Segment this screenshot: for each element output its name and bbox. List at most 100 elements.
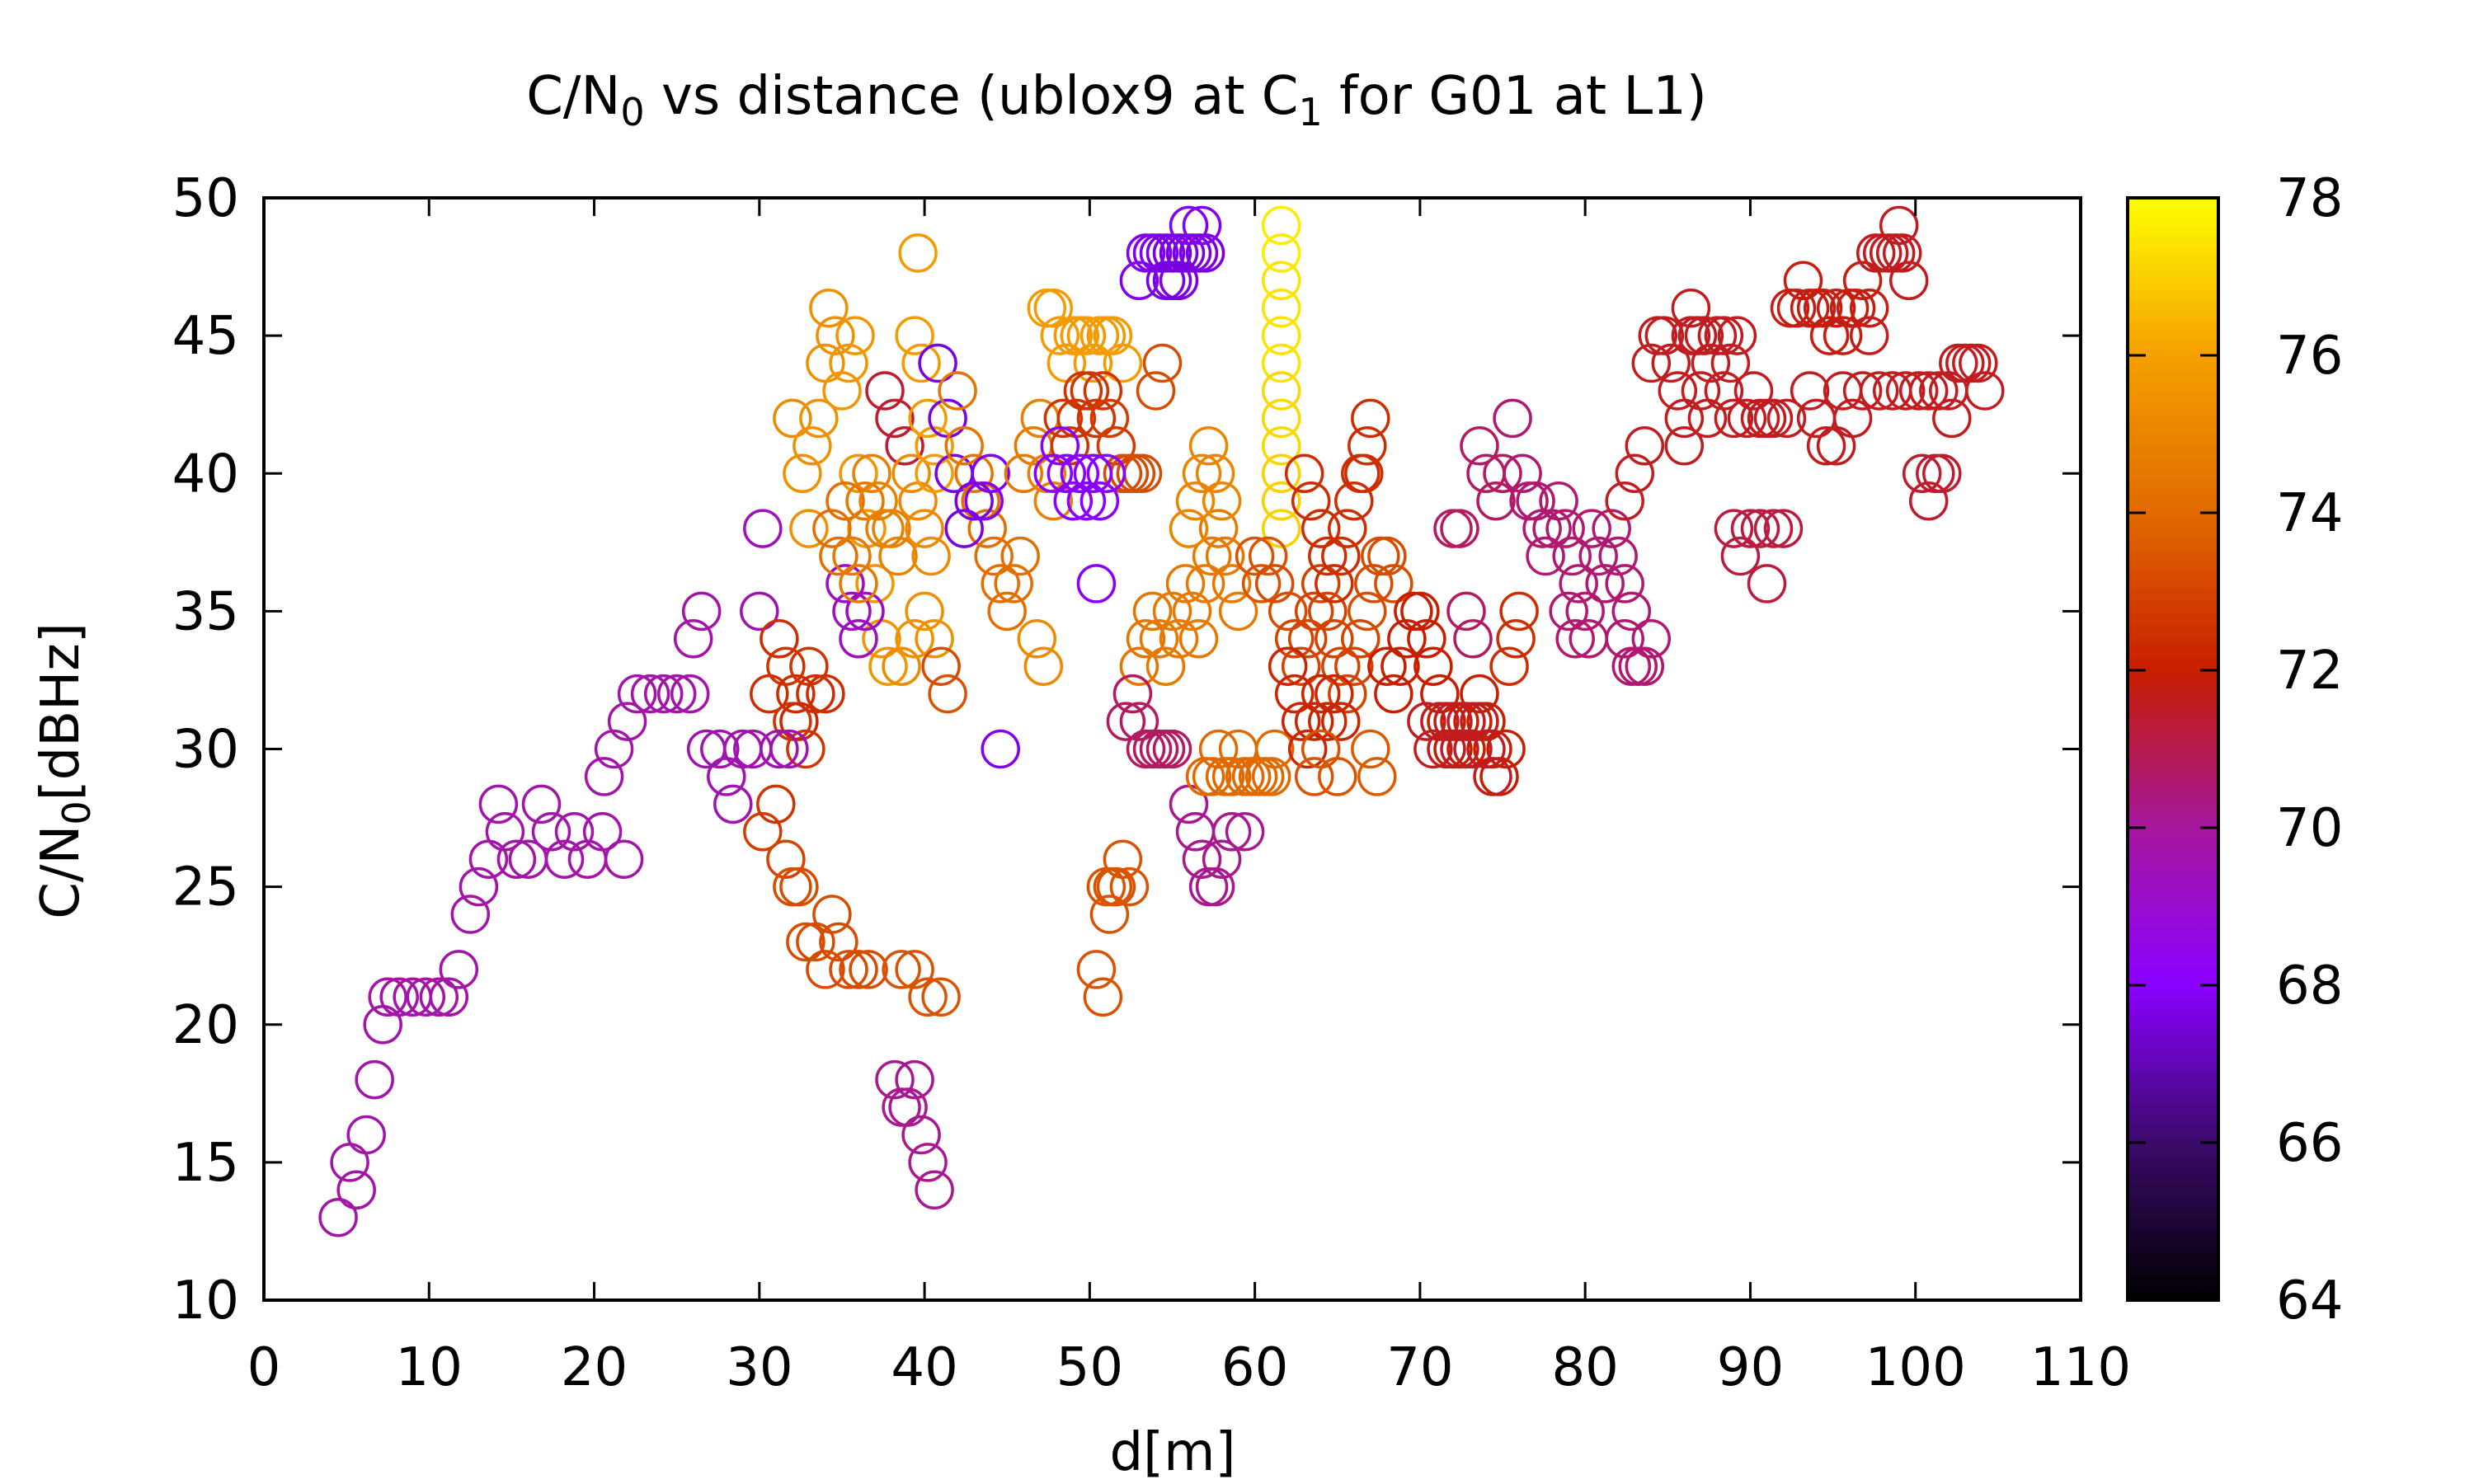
data-point — [1790, 371, 1830, 411]
data-point — [1753, 509, 1794, 548]
data-point — [1859, 371, 1899, 411]
data-point — [1261, 205, 1301, 246]
data-point — [1631, 343, 1672, 383]
data-point — [1559, 564, 1598, 603]
data-point — [1261, 343, 1301, 383]
data-point — [878, 536, 918, 576]
data-point — [1489, 646, 1529, 686]
data-point — [1040, 316, 1080, 355]
data-point — [1496, 619, 1536, 659]
data-point — [1089, 398, 1130, 439]
data-point — [607, 702, 647, 741]
data-point — [1341, 453, 1380, 494]
data-point — [1433, 702, 1473, 741]
x-tick-label: 110 — [2030, 1337, 2131, 1398]
data-point — [1047, 453, 1087, 494]
data-point — [1552, 536, 1592, 576]
data-point — [478, 784, 519, 824]
x-tick-label: 30 — [726, 1337, 793, 1398]
data-point — [1103, 839, 1143, 879]
chart-title: C/N0 vs distance (ublox9 at C1 for G01 a… — [526, 66, 1707, 134]
data-point — [1076, 398, 1117, 439]
data-point — [895, 950, 934, 989]
data-point — [1241, 564, 1282, 603]
data-point — [1321, 702, 1361, 741]
data-point — [1625, 646, 1665, 686]
data-point — [1033, 288, 1074, 328]
data-point — [1254, 729, 1295, 769]
data-point — [1198, 509, 1239, 548]
data-point — [1959, 343, 1998, 383]
colorbar-tick-label: 78 — [2276, 168, 2343, 229]
data-point — [918, 343, 957, 383]
data-point — [743, 509, 783, 548]
data-point — [1598, 536, 1638, 576]
data-point — [1261, 233, 1301, 273]
data-point — [832, 591, 872, 632]
plot-frame — [262, 196, 2082, 1302]
data-point — [971, 453, 1010, 494]
data-point — [1202, 839, 1242, 879]
data-point — [1727, 398, 1767, 439]
data-point — [819, 922, 858, 962]
data-point — [1017, 619, 1057, 659]
data-point — [1710, 343, 1751, 383]
colorbar: 64 66 68 70 72 74 76 78 — [2126, 168, 2343, 1331]
data-point — [1453, 729, 1493, 769]
x-tick-label: 10 — [396, 1337, 463, 1398]
data-point — [1083, 371, 1123, 411]
data-point — [1684, 316, 1724, 355]
data-point — [1733, 371, 1774, 411]
data-point — [1261, 453, 1301, 494]
x-tick-label: 50 — [1056, 1337, 1123, 1398]
data-point — [1704, 371, 1744, 411]
data-point — [1139, 619, 1179, 659]
data-point — [1816, 288, 1856, 328]
data-point — [921, 977, 961, 1017]
data-point — [987, 591, 1027, 632]
data-point — [1119, 702, 1159, 741]
y-tick-label: 15 — [172, 1133, 239, 1194]
data-point — [964, 481, 1004, 521]
colorbar-tick-label: 76 — [2276, 326, 2343, 387]
data-point — [567, 839, 608, 879]
data-point — [921, 646, 961, 686]
data-point — [1615, 453, 1655, 494]
data-point — [832, 536, 872, 576]
data-point — [839, 619, 878, 659]
data-point — [1631, 619, 1672, 659]
data-point — [336, 1170, 376, 1210]
data-point — [554, 812, 595, 852]
data-point — [769, 729, 809, 769]
data-point — [1053, 481, 1094, 521]
data-point — [1169, 205, 1209, 246]
data-point — [1354, 564, 1394, 603]
data-point — [1033, 453, 1074, 494]
data-point — [656, 674, 697, 714]
data-point — [1486, 729, 1526, 769]
data-point — [1499, 591, 1539, 632]
data-point — [330, 1143, 369, 1182]
data-point — [1420, 674, 1460, 714]
data-point — [1178, 619, 1219, 659]
data-point — [1089, 895, 1130, 934]
data-point — [1730, 509, 1771, 548]
data-point — [915, 426, 954, 466]
data-point — [617, 674, 657, 714]
data-point — [822, 371, 862, 411]
x-tick-label: 100 — [1865, 1337, 1966, 1398]
data-point — [1836, 288, 1876, 328]
data-point — [1159, 619, 1199, 659]
data-point — [855, 564, 895, 603]
data-point — [1592, 509, 1631, 548]
data-point — [885, 426, 924, 466]
data-point — [1073, 453, 1113, 494]
x-axis-title: d[m] — [1110, 1422, 1236, 1483]
data-point — [1585, 564, 1625, 603]
data-point — [1145, 646, 1186, 686]
data-point — [439, 950, 479, 989]
data-point — [1344, 453, 1384, 494]
data-point — [1261, 481, 1301, 521]
data-point — [901, 343, 941, 383]
data-point — [1460, 702, 1499, 741]
